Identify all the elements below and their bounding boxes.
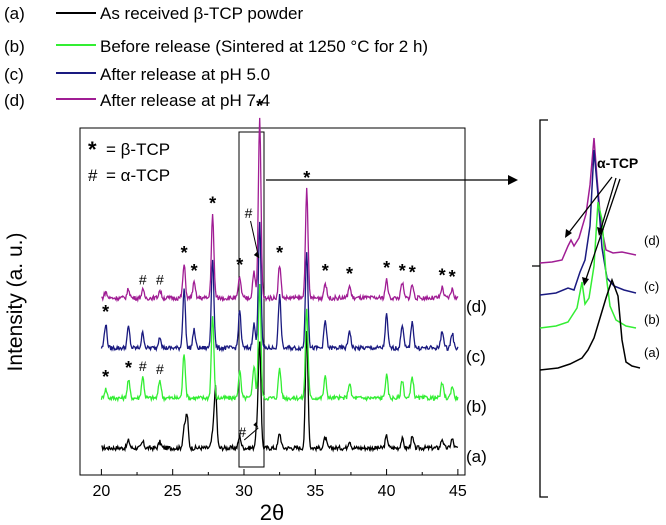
beta-mark-d-1: * bbox=[191, 261, 198, 281]
legend-entry-c: (c) After release at pH 5.0 bbox=[4, 65, 270, 84]
beta-mark-d-10: * bbox=[399, 261, 406, 281]
inset-tag-d: (d) bbox=[644, 233, 660, 248]
beta-mark-d-3: * bbox=[236, 255, 243, 275]
beta-mark-d-4: * bbox=[256, 96, 263, 116]
alpha-mark-b-1: # bbox=[156, 361, 164, 377]
inset-curve-c bbox=[539, 149, 637, 296]
legend-key-c: (c) bbox=[4, 65, 24, 84]
alpha-mark-d-1: # bbox=[156, 272, 164, 288]
series-group bbox=[100, 117, 459, 453]
series-line-b bbox=[100, 283, 459, 403]
legend-entry-d: (d) After release at pH 7.4 bbox=[4, 91, 270, 110]
beta-mark-d-13: * bbox=[449, 267, 456, 287]
legend-entry-a: (a) As received β-TCP powder bbox=[4, 4, 303, 23]
series-tag-a: (a) bbox=[466, 447, 487, 466]
inset-arrowhead-3 bbox=[582, 277, 589, 286]
y-axis-label: Intensity (a. u.) bbox=[4, 233, 27, 372]
inset-tag-c: (c) bbox=[644, 279, 659, 294]
inset-tag-b: (b) bbox=[644, 312, 660, 327]
beta-mark-d-8: * bbox=[346, 264, 353, 284]
inset-curve-a bbox=[539, 277, 641, 371]
x-tick-label-25: 25 bbox=[164, 483, 182, 500]
series-tag-d: (d) bbox=[466, 297, 487, 316]
legend-key-a: (a) bbox=[4, 4, 25, 23]
inset-arrowhead-2 bbox=[597, 227, 604, 236]
phase-beta-symbol: * bbox=[88, 137, 97, 162]
series-tag-c: (c) bbox=[466, 347, 486, 366]
legend-label-a: As received β-TCP powder bbox=[100, 4, 303, 23]
series-line-c bbox=[100, 221, 459, 353]
x-tick-label-40: 40 bbox=[378, 483, 396, 500]
legend-key-d: (d) bbox=[4, 91, 25, 110]
alpha-mark-b-0: # bbox=[139, 358, 147, 374]
x-tick-label-30: 30 bbox=[235, 483, 253, 500]
beta-mark-d-0: * bbox=[181, 243, 188, 263]
legend: (a) As received β-TCP powder (b) Before … bbox=[4, 4, 428, 110]
inset-tag-a: (a) bbox=[644, 345, 660, 360]
beta-mark-d-2: * bbox=[209, 194, 216, 214]
legend-key-b: (b) bbox=[4, 37, 25, 56]
beta-mark-d-6: * bbox=[303, 168, 310, 188]
beta-mark-d-5: * bbox=[276, 243, 283, 263]
legend-label-b: Before release (Sintered at 1250 °C for … bbox=[100, 37, 428, 56]
beta-mark-d-9: * bbox=[383, 258, 390, 278]
x-tick-label-45: 45 bbox=[449, 483, 467, 500]
phase-beta-label: = β-TCP bbox=[106, 140, 170, 159]
x-tick-label-35: 35 bbox=[306, 483, 324, 500]
alpha-callout-b-symbol: # bbox=[238, 424, 246, 440]
zoom-arrowhead bbox=[508, 175, 518, 185]
legend-label-d: After release at pH 7.4 bbox=[100, 91, 270, 110]
phase-alpha-label: = α-TCP bbox=[106, 166, 170, 185]
highlight-box bbox=[238, 131, 265, 468]
beta-mark-b-1: * bbox=[125, 358, 132, 378]
inset-alpha-label: α-TCP bbox=[597, 155, 638, 171]
beta-mark-d-11: * bbox=[409, 263, 416, 283]
series-line-d bbox=[101, 117, 459, 303]
legend-label-c: After release at pH 5.0 bbox=[100, 65, 270, 84]
phase-legend: * = β-TCP # = α-TCP bbox=[88, 137, 170, 185]
series-tags: (d) (c) (b) (a) bbox=[466, 297, 487, 466]
inset-arrow-2 bbox=[599, 177, 617, 233]
alpha-callout-d-leader bbox=[250, 220, 260, 259]
inset-arrowhead-1 bbox=[565, 229, 572, 238]
series-tag-b: (b) bbox=[466, 397, 487, 416]
phase-alpha-symbol: # bbox=[88, 166, 98, 185]
legend-entry-b: (b) Before release (Sintered at 1250 °C … bbox=[4, 37, 428, 56]
beta-mark-d-7: * bbox=[322, 261, 329, 281]
x-axis-label: 2θ bbox=[260, 500, 284, 525]
beta-mark-c-0: * bbox=[102, 302, 109, 322]
alpha-callout-b-leader bbox=[243, 427, 259, 441]
inset-curve-d bbox=[539, 137, 637, 264]
beta-mark-d-12: * bbox=[439, 266, 446, 286]
inset: (d) (c) (b) (a) α-TCP bbox=[532, 119, 660, 498]
inset-bracket bbox=[532, 119, 548, 498]
inset-curve-b bbox=[539, 201, 637, 329]
series-line-a bbox=[101, 330, 459, 453]
beta-mark-b-0: * bbox=[102, 367, 109, 387]
alpha-callout-b-arrowhead bbox=[253, 422, 259, 428]
plot-area bbox=[79, 127, 466, 476]
alpha-callout-d-arrowhead bbox=[253, 252, 259, 258]
inset-arrow-1 bbox=[566, 176, 613, 236]
annotation-group: ******** * * * * * *# #** * # ### bbox=[102, 96, 456, 441]
alpha-mark-d-0: # bbox=[139, 272, 147, 288]
x-axis: 20 25 30 35 40 45 bbox=[92, 469, 467, 500]
alpha-callout-d-symbol: # bbox=[245, 205, 253, 221]
x-tick-label-20: 20 bbox=[92, 483, 110, 500]
